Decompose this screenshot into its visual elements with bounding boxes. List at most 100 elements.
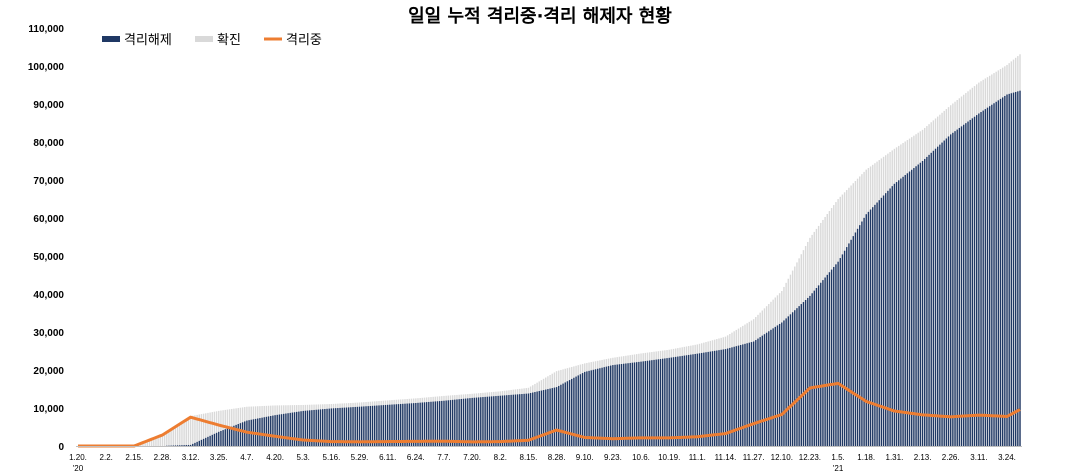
bar-released: [601, 367, 603, 446]
bar-released: [291, 412, 294, 446]
bar-confirmed: [189, 416, 192, 446]
bar-released: [261, 417, 263, 446]
bar-released: [785, 318, 787, 446]
bar-released: [603, 367, 605, 446]
bar-confirmed: [155, 437, 157, 446]
bar-released: [542, 390, 545, 446]
bar-released: [631, 362, 634, 446]
bar-released: [787, 316, 789, 446]
bar-released: [1012, 92, 1015, 446]
bar-released: [278, 414, 281, 446]
bar-released: [322, 409, 324, 446]
bar-released: [887, 190, 889, 446]
x-axis: 1.20. 2.2. 2.15. 2.28. 3.12. 3.25. 4.7. 4.20. 5.…: [69, 453, 1016, 473]
bar-released: [519, 394, 521, 446]
bar-released: [698, 353, 701, 446]
bar-released: [748, 342, 751, 446]
bar-released: [737, 345, 740, 446]
bar-released: [597, 368, 599, 446]
bar-confirmed: [166, 431, 168, 446]
x-tick-label: 10.19.: [658, 453, 680, 462]
bar-released: [315, 409, 317, 446]
bar-released: [984, 109, 987, 447]
bar-released: [657, 359, 660, 446]
bar-released: [501, 395, 504, 446]
legend: 격리해제 확진 격리중: [102, 33, 322, 48]
bar-released: [389, 404, 391, 446]
bar-released: [852, 236, 854, 446]
bar-released: [614, 364, 616, 446]
bar-released: [298, 411, 300, 446]
bar-released: [1001, 97, 1004, 447]
bar-released: [345, 407, 348, 446]
bar-released: [937, 146, 939, 446]
bar-released: [326, 408, 328, 446]
bar-released: [895, 182, 898, 447]
bar-released: [397, 404, 400, 446]
bar-released: [490, 396, 493, 446]
bar-released: [913, 168, 915, 446]
bar-released: [558, 385, 560, 446]
legend-label-isolated: 격리중: [286, 33, 322, 48]
bar-released: [962, 124, 965, 446]
x-tick-label: 3.24.: [998, 453, 1016, 462]
bar-released: [841, 254, 844, 446]
bar-released: [276, 414, 278, 446]
bar-released: [499, 395, 501, 446]
bar-released: [527, 393, 530, 446]
bar-released: [324, 409, 326, 446]
bar-released: [406, 403, 408, 446]
bar-released: [642, 361, 644, 446]
bar-released: [722, 349, 725, 446]
x-tick-label: 11.1.: [689, 453, 706, 462]
bar-released: [850, 239, 852, 446]
bar-confirmed: [213, 411, 216, 446]
bar-released: [911, 169, 913, 446]
bar-released: [213, 433, 216, 446]
bar-confirmed: [211, 412, 213, 446]
bar-released: [592, 369, 595, 446]
bar-released: [943, 140, 945, 447]
series-isolated: [77, 381, 1021, 448]
bar-released: [189, 444, 192, 446]
bar-released: [703, 352, 705, 446]
x-tick-label: 7.20.: [463, 453, 481, 462]
bar-released: [924, 158, 926, 446]
bar-released: [1004, 95, 1006, 447]
bar-released: [209, 435, 211, 446]
bar-released: [566, 381, 569, 446]
x-tick-label: 1.18.: [857, 453, 875, 462]
bar-released: [915, 166, 917, 446]
bar-released: [393, 404, 395, 446]
bar-released: [302, 410, 304, 446]
bar-released: [690, 354, 692, 446]
bar-released: [417, 402, 419, 446]
bar-released: [438, 401, 441, 446]
bar-released: [367, 406, 369, 446]
bar-released: [804, 299, 807, 446]
bar-released: [313, 409, 315, 446]
bar-confirmed: [183, 420, 185, 446]
bar-released: [618, 364, 621, 446]
x-tick-label: 2.13.: [914, 453, 932, 462]
bar-released: [705, 352, 707, 446]
bar-released: [980, 112, 982, 446]
bar-released: [672, 357, 675, 446]
bar-released: [551, 388, 553, 446]
bar-released: [735, 346, 738, 446]
bar-released: [378, 405, 380, 446]
bar-released: [568, 380, 571, 446]
bar-released: [830, 269, 833, 446]
x-tick-label: 2.28.: [154, 453, 172, 462]
bar-released: [666, 358, 668, 446]
bar-released: [380, 405, 382, 446]
bar-released: [194, 442, 196, 446]
bar-released: [584, 371, 586, 446]
bar-released: [744, 343, 746, 446]
bar-released: [997, 100, 1000, 446]
bar-released: [211, 434, 213, 446]
bar-released: [222, 430, 224, 446]
bar-released: [443, 400, 445, 446]
bar-released: [772, 328, 774, 446]
bar-released: [341, 407, 343, 446]
